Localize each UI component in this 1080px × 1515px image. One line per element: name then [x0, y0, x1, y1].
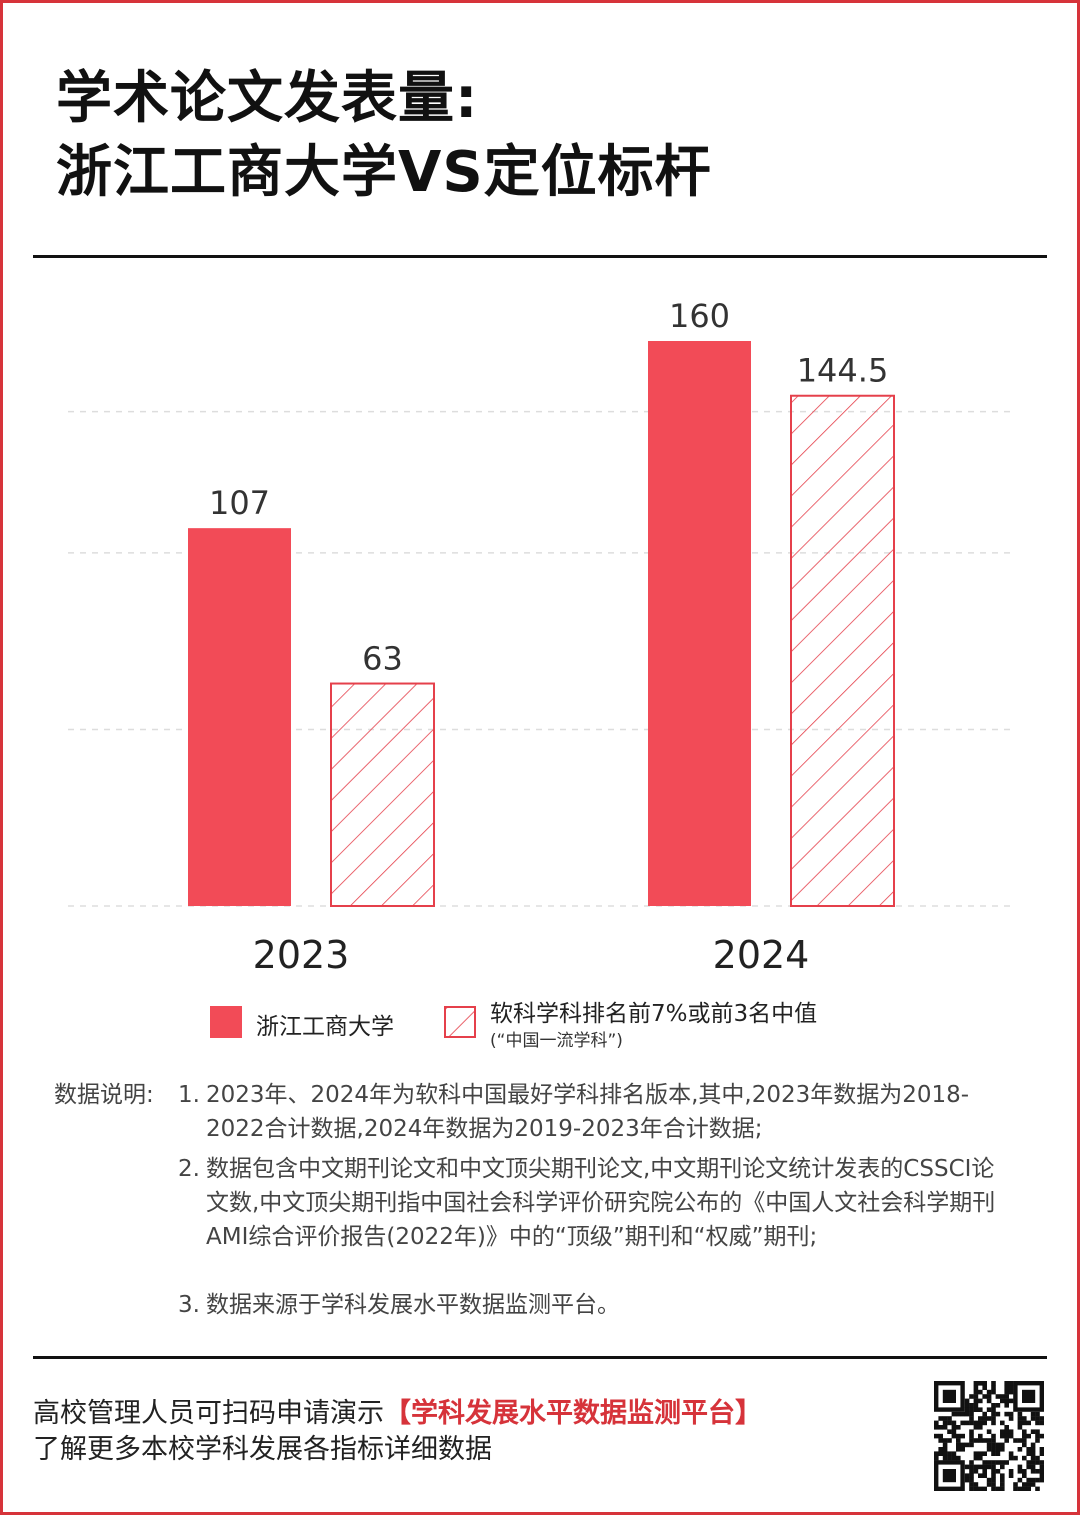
note-number: 2. — [178, 1156, 200, 1182]
data-label: 63 — [362, 640, 403, 678]
platform-link[interactable]: 【学科发展水平数据监测平台】 — [384, 1398, 762, 1429]
x-tick-label: 2024 — [713, 933, 810, 977]
legend-swatch-solid — [210, 1006, 242, 1038]
note-text: 2023年、2024年为软科中国最好学科排名版本,其中,2023年数据为2018… — [206, 1082, 970, 1142]
top-divider — [33, 255, 1047, 258]
bottom-divider — [33, 1356, 1047, 1359]
x-tick-label: 2023 — [253, 933, 350, 977]
title-line-2: 浙江工商大学VS定位标杆 — [56, 140, 712, 205]
legend-label-series-2-note: (“中国一流学科”) — [490, 1031, 623, 1051]
footer: 高校管理人员可扫码申请演示【学科发展水平数据监测平台】 了解更多本校学科发展各指… — [33, 1396, 762, 1468]
data-label: 144.5 — [797, 352, 889, 390]
footer-line-1: 高校管理人员可扫码申请演示【学科发展水平数据监测平台】 — [33, 1396, 762, 1432]
note-item-2: 2. 数据包含中文期刊论文和中文顶尖期刊论文,中文期刊论文统计发表的CSSCI论… — [178, 1152, 1008, 1254]
note-item-3: 3. 数据来源于学科发展水平数据监测平台。 — [178, 1288, 1008, 1322]
legend-label-series-1: 浙江工商大学 — [256, 1014, 394, 1040]
bar-2023-series-2 — [330, 682, 435, 907]
bar-2024-series-2 — [790, 394, 895, 907]
note-item-1: 1. 2023年、2024年为软科中国最好学科排名版本,其中,2023年数据为2… — [178, 1078, 1008, 1146]
bar-2024-series-1 — [648, 341, 751, 906]
bar-2023-series-1 — [188, 528, 291, 906]
note-number: 1. — [178, 1082, 200, 1108]
note-number: 3. — [178, 1292, 200, 1318]
note-text: 数据来源于学科发展水平数据监测平台。 — [206, 1292, 620, 1318]
legend-label-series-2: 软科学科排名前7%或前3名中值 — [490, 1001, 818, 1027]
notes-lead: 数据说明: — [54, 1082, 154, 1108]
data-label: 107 — [209, 484, 270, 522]
legend-swatch-hatched — [444, 1006, 476, 1038]
note-text: 数据包含中文期刊论文和中文顶尖期刊论文,中文期刊论文统计发表的CSSCI论文数,… — [206, 1156, 996, 1250]
footer-prompt: 高校管理人员可扫码申请演示 — [33, 1398, 384, 1429]
data-label: 160 — [669, 297, 730, 335]
footer-line-2: 了解更多本校学科发展各指标详细数据 — [33, 1434, 492, 1465]
bar-chart: 107 63 2023 160 144.5 2024 — [68, 297, 1012, 977]
page-title: 学术论文发表量: 浙江工商大学VS定位标杆 — [56, 62, 1016, 210]
qr-code-icon[interactable] — [934, 1381, 1044, 1491]
title-line-1: 学术论文发表量: — [56, 66, 479, 131]
